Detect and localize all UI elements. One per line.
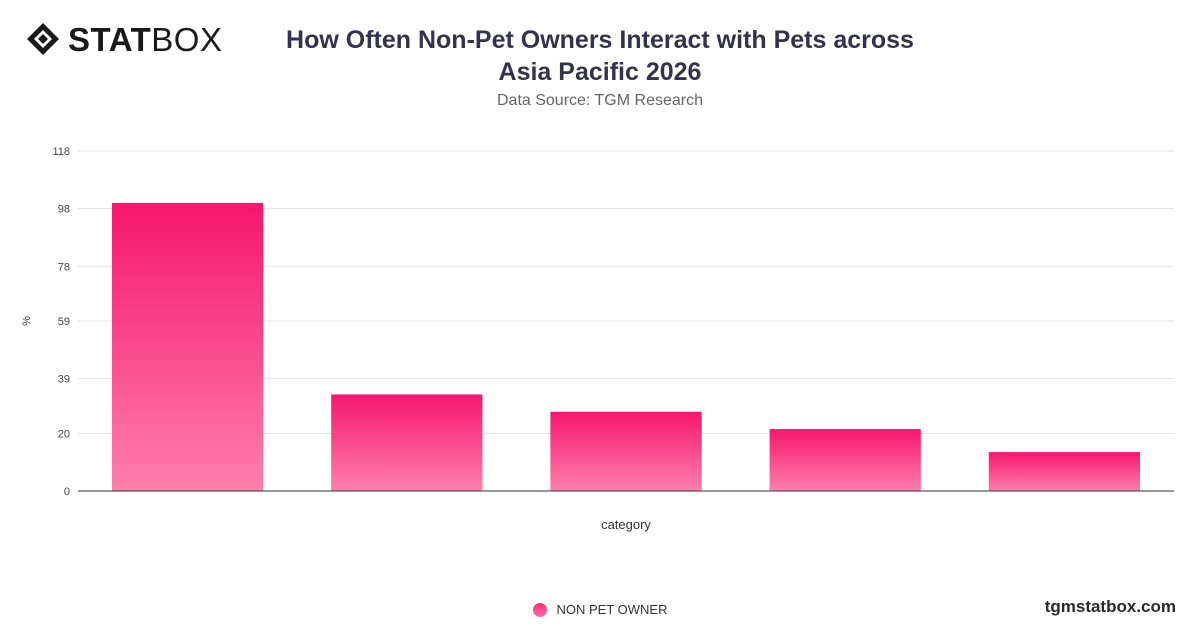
x-axis-label: category xyxy=(601,517,651,532)
bar-1[interactable] xyxy=(111,202,264,491)
y-tick-label: 0 xyxy=(64,486,70,498)
bar-4[interactable] xyxy=(769,429,921,491)
y-tick-label: 98 xyxy=(58,204,70,216)
bar-3[interactable] xyxy=(550,411,702,491)
y-tick-label: 59 xyxy=(58,316,70,328)
y-tick-label: 118 xyxy=(52,146,70,158)
statbox-logo: STATBOX xyxy=(26,22,222,56)
bar-2[interactable] xyxy=(331,394,483,491)
chart-title-line-2: Asia Pacific 2026 xyxy=(498,58,702,86)
bars xyxy=(111,202,1141,491)
footer-site: tgmstatbox.com xyxy=(1044,597,1176,616)
logo-text-bold: STAT xyxy=(68,20,152,58)
legend: NON PET OWNER xyxy=(0,602,1200,617)
diamond-logo-icon xyxy=(27,23,59,55)
chart-title-line-1: How Often Non-Pet Owners Interact with P… xyxy=(286,26,914,54)
logo-wordmark: STATBOX xyxy=(68,23,222,56)
legend-label: NON PET OWNER xyxy=(556,602,668,617)
y-axis-ticks: 0 20 39 59 78 98 118 xyxy=(52,146,70,498)
y-tick-label: 20 xyxy=(58,428,70,440)
y-tick-label: 39 xyxy=(58,374,70,386)
legend-marker-icon xyxy=(532,602,547,617)
y-tick-label: 78 xyxy=(58,261,70,273)
bar-5[interactable] xyxy=(988,452,1141,491)
chart-subtitle: Data Source: TGM Research xyxy=(496,92,703,109)
chart-title: How Often Non-Pet Owners Interact with P… xyxy=(250,24,950,88)
y-axis-label: % xyxy=(21,316,33,326)
logo-text-light: BOX xyxy=(151,20,223,58)
